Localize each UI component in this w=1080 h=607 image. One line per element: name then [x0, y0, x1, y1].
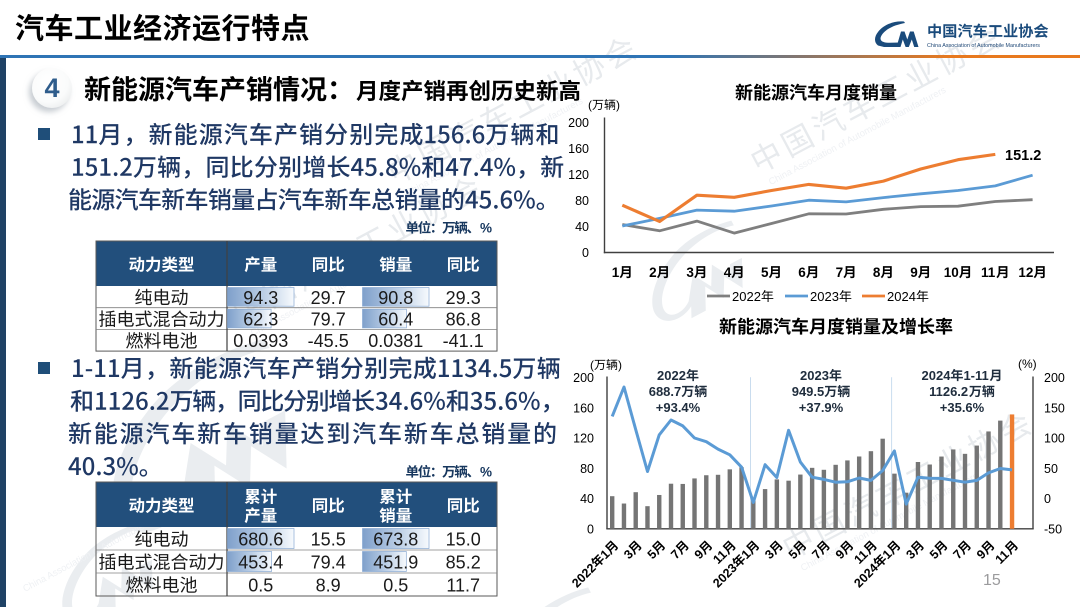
svg-text:2024: 2024	[887, 289, 916, 304]
svg-text:50: 50	[1044, 462, 1058, 476]
svg-text:949.5: 949.5	[792, 384, 825, 399]
svg-text:2022: 2022	[732, 289, 761, 304]
svg-text:1-11: 1-11	[963, 368, 988, 383]
svg-text:120: 120	[568, 168, 589, 182]
svg-text:80: 80	[580, 462, 594, 476]
svg-text:60.4: 60.4	[378, 310, 413, 330]
svg-text:%: %	[480, 221, 492, 236]
svg-text:5: 5	[761, 265, 769, 280]
svg-text:0.5: 0.5	[383, 576, 408, 596]
svg-text:10: 10	[944, 265, 959, 280]
svg-text:China Association of Automobil: China Association of Automobile Manufact…	[927, 43, 1040, 49]
svg-text:-50: -50	[1044, 522, 1062, 536]
svg-text:8: 8	[873, 265, 881, 280]
svg-text:+35.6%: +35.6%	[940, 400, 985, 415]
svg-text:-41.1: -41.1	[443, 331, 484, 351]
svg-text:86.8: 86.8	[446, 310, 481, 330]
svg-text:7: 7	[836, 265, 844, 280]
svg-text:6: 6	[798, 265, 806, 280]
svg-text:451.9: 451.9	[373, 553, 418, 573]
svg-text:(: (	[590, 358, 594, 372]
svg-text:200: 200	[1044, 371, 1065, 385]
svg-text:0.5: 0.5	[248, 576, 273, 596]
svg-text:15: 15	[983, 572, 1001, 589]
svg-text:453.4: 453.4	[238, 553, 283, 573]
svg-text:15.0: 15.0	[446, 530, 481, 550]
svg-text:200: 200	[573, 371, 594, 385]
svg-text:12: 12	[1018, 265, 1033, 280]
svg-text:15.5: 15.5	[311, 530, 346, 550]
svg-text:40: 40	[575, 220, 589, 234]
svg-text:29.7: 29.7	[311, 288, 346, 308]
svg-text:0: 0	[1044, 492, 1051, 506]
svg-text:11: 11	[981, 265, 996, 280]
svg-text:(%): (%)	[1018, 357, 1037, 371]
svg-text:85.2: 85.2	[446, 553, 481, 573]
svg-text:160: 160	[573, 401, 594, 415]
svg-text:+93.4%: +93.4%	[656, 400, 701, 415]
svg-text:0.0381: 0.0381	[368, 331, 423, 351]
svg-text:680.6: 680.6	[238, 530, 283, 550]
svg-text:2023: 2023	[800, 368, 829, 383]
svg-text:9: 9	[910, 265, 918, 280]
svg-text:4: 4	[724, 265, 732, 280]
svg-text:688.7: 688.7	[649, 384, 682, 399]
svg-text:0: 0	[582, 246, 589, 260]
svg-text:100: 100	[1044, 432, 1065, 446]
svg-text:0: 0	[587, 522, 594, 536]
svg-text:150: 150	[1044, 401, 1065, 415]
svg-text:0.0393: 0.0393	[233, 331, 288, 351]
svg-text:2023: 2023	[810, 289, 839, 304]
svg-text:4: 4	[44, 73, 59, 103]
svg-text:2022: 2022	[657, 368, 686, 383]
svg-text:8.9: 8.9	[316, 576, 341, 596]
svg-text:79.7: 79.7	[311, 310, 346, 330]
svg-text:): )	[616, 98, 620, 112]
svg-text:79.4: 79.4	[311, 553, 346, 573]
svg-text:%: %	[480, 465, 492, 480]
svg-text:90.8: 90.8	[378, 288, 413, 308]
svg-text:160: 160	[568, 142, 589, 156]
svg-text:): )	[618, 358, 622, 372]
svg-text:673.8: 673.8	[373, 530, 418, 550]
svg-text:+37.9%: +37.9%	[799, 400, 844, 415]
svg-text:2024: 2024	[922, 368, 952, 383]
svg-text:3: 3	[686, 265, 694, 280]
svg-text:62.3: 62.3	[243, 310, 278, 330]
svg-text:2: 2	[649, 265, 657, 280]
svg-text:1126.2: 1126.2	[929, 384, 968, 399]
svg-text:-45.5: -45.5	[308, 331, 349, 351]
svg-text:11.7: 11.7	[446, 576, 480, 596]
svg-text:200: 200	[568, 116, 589, 130]
svg-text:151.2: 151.2	[1005, 148, 1041, 164]
svg-text:80: 80	[575, 194, 589, 208]
svg-text:40: 40	[580, 492, 594, 506]
svg-text:29.3: 29.3	[446, 288, 481, 308]
svg-text:(: (	[588, 98, 592, 112]
svg-text:120: 120	[573, 432, 594, 446]
svg-text:94.3: 94.3	[243, 288, 278, 308]
svg-text:1: 1	[612, 265, 620, 280]
